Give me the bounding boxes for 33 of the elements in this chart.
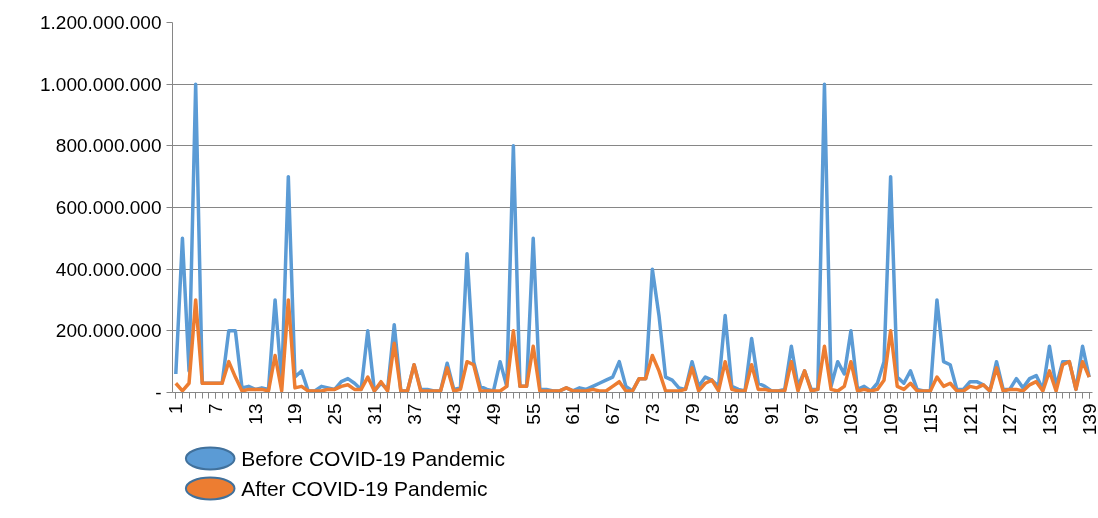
x-tick-label: 103	[840, 403, 862, 436]
x-tick-label: 61	[562, 403, 584, 425]
x-tick-label: 7	[205, 403, 227, 415]
y-tick-label: 600.000.000	[55, 197, 162, 218]
y-tick-label: -	[155, 382, 162, 403]
legend-label: Before COVID-19 Pandemic	[241, 447, 505, 470]
x-tick-label: 91	[760, 403, 782, 425]
x-tick-label: 55	[522, 403, 544, 425]
x-tick-label: 109	[880, 403, 902, 436]
x-tick-label: 121	[959, 403, 981, 436]
x-tick-label: 25	[324, 403, 346, 425]
x-tick-label: 49	[483, 403, 505, 425]
x-tick-label: 1	[165, 403, 187, 415]
x-tick-label: 31	[363, 403, 385, 425]
x-tick-label: 97	[800, 403, 822, 425]
x-tick-label: 79	[681, 403, 703, 425]
x-tick-label: 37	[403, 403, 425, 425]
y-tick-label: 1.200.000.000	[39, 12, 162, 33]
x-tick-label: 127	[999, 403, 1021, 436]
y-tick-label: 1.000.000.000	[39, 73, 162, 95]
x-tick-label: 13	[244, 403, 266, 425]
x-tick-label: 139	[1078, 403, 1098, 436]
x-tick-label: 73	[641, 403, 663, 425]
legend-label: After COVID-19 Pandemic	[241, 477, 488, 500]
x-tick-label: 67	[602, 403, 624, 425]
x-tick-label: 115	[919, 403, 941, 434]
x-tick-label: 133	[1038, 403, 1060, 436]
y-tick-label: 400.000.000	[55, 258, 162, 280]
x-tick-label: 43	[443, 403, 465, 425]
x-tick-label: 19	[284, 403, 306, 425]
y-tick-label: 200.000.000	[55, 320, 162, 342]
x-tick-label: 85	[721, 403, 743, 425]
y-tick-label: 800.000.000	[55, 135, 162, 157]
